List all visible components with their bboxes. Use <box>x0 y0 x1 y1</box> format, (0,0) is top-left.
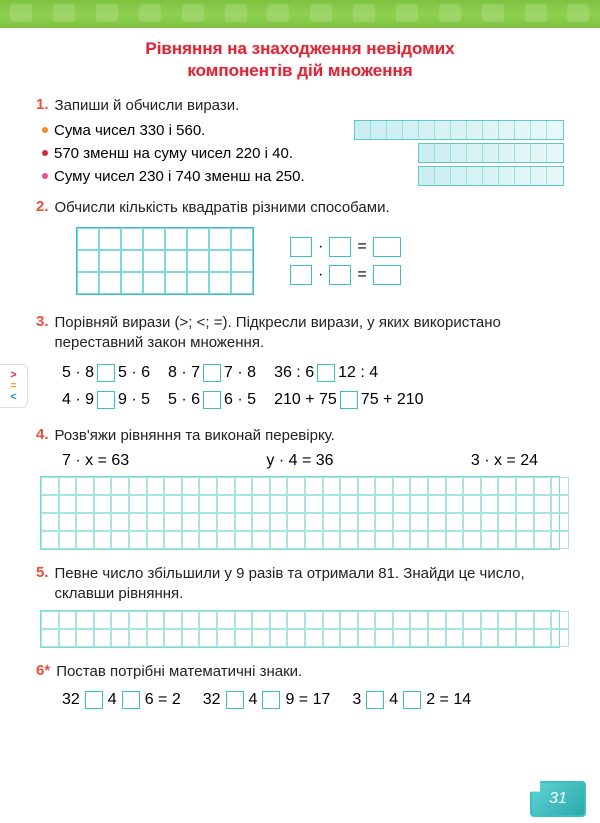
input-box[interactable] <box>340 391 358 409</box>
input-box[interactable] <box>262 691 280 709</box>
compare-line: 5 · 8 5 · 6 8 · 7 7 · 8 36 : 6 12 : 4 <box>62 359 564 386</box>
expression: 36 : 6 <box>274 359 314 386</box>
page-title: Рівняння на знаходження невідомих компон… <box>36 38 564 82</box>
bullet-icon <box>42 173 48 179</box>
input-box[interactable] <box>290 237 312 257</box>
input-box[interactable] <box>373 237 401 257</box>
compare-line: 4 · 9 9 · 5 5 · 6 6 · 5 210 + 75 75 + 210 <box>62 386 564 413</box>
input-box[interactable] <box>97 364 115 382</box>
decorative-top-border <box>0 0 600 28</box>
task-number: 2. <box>36 198 49 215</box>
expression: 5 · 8 <box>62 359 94 386</box>
task-text: Запиши й обчисли вирази. <box>55 96 564 116</box>
expression: 12 : 4 <box>338 359 378 386</box>
input-box[interactable] <box>203 364 221 382</box>
bullet-text: Суму чисел 230 і 740 зменш на 250. <box>54 168 305 185</box>
expression: 210 + 75 <box>274 386 337 413</box>
equations-row: 7 · x = 63 y · 4 = 36 3 · x = 24 <box>62 452 538 470</box>
input-box[interactable] <box>373 265 401 285</box>
expression: 75 + 210 <box>361 386 424 413</box>
task-1: 1. Запиши й обчисли вирази. Сума чисел 3… <box>36 96 564 186</box>
task-2: 2. Обчисли кількість квадратів різними с… <box>36 198 564 294</box>
bullet-icon <box>42 127 48 133</box>
expression: 5 · 6 <box>168 386 200 413</box>
bullet-text: 570 зменш на суму чисел 220 і 40. <box>54 145 293 162</box>
task-number: 5. <box>36 564 49 581</box>
bullet-icon <box>42 150 48 156</box>
multiplication-template: · = · = <box>290 237 401 285</box>
input-box[interactable] <box>122 691 140 709</box>
task-text: Порівняй вирази (>; <; =). Підкресли вир… <box>55 313 564 354</box>
task-5: 5. Певне число збільшили у 9 разів та от… <box>36 564 564 649</box>
task-text: Обчисли кількість квадратів різними спос… <box>55 198 564 218</box>
input-box[interactable] <box>203 391 221 409</box>
expression: 5 · 6 <box>118 359 150 386</box>
expression: 4 · 9 <box>62 386 94 413</box>
answer-strip[interactable] <box>354 120 564 140</box>
expression: 7 · 8 <box>224 359 256 386</box>
task-number: 4. <box>36 426 49 443</box>
task-number: 6 <box>36 662 50 679</box>
task-text: Розв'яжи рівняння та виконай перевірку. <box>55 426 564 446</box>
answer-strip[interactable] <box>418 143 564 163</box>
task-4: 4. Розв'яжи рівняння та виконай перевірк… <box>36 426 564 550</box>
task-number: 1. <box>36 96 49 113</box>
expression: 9 · 5 <box>118 386 150 413</box>
expression: 8 · 7 <box>168 359 200 386</box>
input-box[interactable] <box>226 691 244 709</box>
bullet-item: 570 зменш на суму чисел 220 і 40. <box>42 143 564 163</box>
task-text: Постав потрібні математичні знаки. <box>56 662 564 682</box>
input-box[interactable] <box>329 265 351 285</box>
bullet-text: Сума чисел 330 і 560. <box>54 122 205 139</box>
answer-grid[interactable] <box>40 476 560 550</box>
task-text: Певне число збільшили у 9 разів та отрим… <box>55 564 564 605</box>
task6-expression: 32 4 6 = 2 32 4 9 = 17 3 4 2 = 14 <box>62 691 564 709</box>
answer-grid[interactable] <box>40 610 560 648</box>
square-grid <box>76 227 254 295</box>
comparison-symbols-icon: > = < <box>0 364 28 408</box>
input-box[interactable] <box>403 691 421 709</box>
input-box[interactable] <box>85 691 103 709</box>
task-6: 6 Постав потрібні математичні знаки. 32 … <box>36 662 564 708</box>
bullet-item: Суму чисел 230 і 740 зменш на 250. <box>42 166 564 186</box>
task-number: 3. <box>36 313 49 330</box>
input-box[interactable] <box>366 691 384 709</box>
input-box[interactable] <box>329 237 351 257</box>
answer-strip[interactable] <box>418 166 564 186</box>
input-box[interactable] <box>317 364 335 382</box>
task-3: 3. Порівняй вирази (>; <; =). Підкресли … <box>36 313 564 414</box>
expression: 6 · 5 <box>224 386 256 413</box>
bullet-item: Сума чисел 330 і 560. <box>42 120 564 140</box>
input-box[interactable] <box>290 265 312 285</box>
input-box[interactable] <box>97 391 115 409</box>
page-number-badge: 31 <box>530 781 586 817</box>
